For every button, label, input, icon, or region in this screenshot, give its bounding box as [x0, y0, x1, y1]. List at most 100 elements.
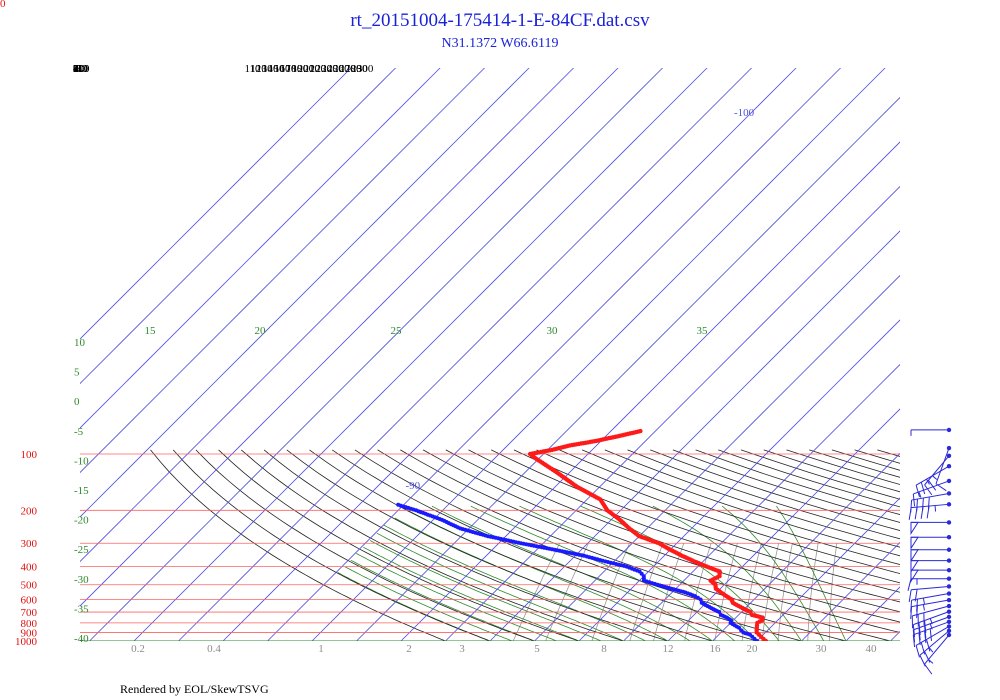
wind-barb-flag [912, 629, 916, 643]
dry-adiabat-top-label: 150 [268, 63, 285, 75]
isotherm-line [80, 68, 397, 385]
wind-barb-flag [924, 663, 933, 675]
isotherm-line [222, 68, 797, 641]
chart-subtitle: N31.1372 W66.6119 [441, 36, 559, 51]
pressure-label: 700 [21, 607, 38, 619]
isotherm-line [623, 363, 900, 641]
dry-adiabat-line [536, 449, 900, 575]
wind-barb-shaft [915, 626, 950, 646]
wind-barb-flag [920, 482, 926, 495]
mixing-ratio-line [512, 543, 561, 641]
wind-barb-flag [910, 600, 913, 613]
wind-barb-flag [924, 484, 933, 496]
moist-adiabat-left-label: 0 [74, 396, 80, 408]
wind-barb-flag [912, 493, 916, 507]
dry-adiabat-line [172, 449, 491, 641]
mixing-ratio-label: 3 [459, 643, 465, 655]
wind-barb-pennant [910, 521, 919, 536]
moist-adiabat-line [394, 517, 669, 641]
dry-adiabat-line [581, 449, 900, 557]
wind-barb-flag [908, 589, 912, 603]
dry-adiabat-line [241, 449, 624, 641]
pressure-label: 1000 [15, 636, 38, 648]
corner-label: 0 [0, 0, 6, 10]
wind-barb-flag [918, 632, 921, 646]
mixing-ratio-line [629, 543, 664, 641]
moist-adiabat-left-label: -30 [74, 574, 89, 586]
moist-adiabat-label: 20 [255, 325, 267, 337]
isotherm-line [178, 68, 753, 641]
mixing-ratio-label: 5 [534, 643, 540, 655]
wind-barbs [907, 427, 952, 675]
dry-adiabat-top-label: 230 [315, 63, 332, 75]
dry-adiabat-left-label: -30 [73, 63, 88, 75]
moist-adiabat-left-label: -10 [74, 455, 89, 467]
wind-barb-flag [915, 645, 920, 658]
wind-barb-flag [912, 634, 916, 648]
dry-adiabat-left-label: 100 [73, 63, 90, 75]
wind-barb-shaft [911, 599, 950, 608]
dry-adiabat-left-label: 70 [73, 63, 85, 75]
mixing-ratio-line [714, 543, 738, 641]
dry-adiabat-left-label: -20 [73, 63, 88, 75]
dry-adiabat-left-label: 110 [73, 63, 90, 75]
dry-adiabat-line [946, 450, 1000, 641]
mixing-ratio-label: 0.4 [207, 643, 221, 655]
moist-adiabat-label: 30 [547, 325, 559, 337]
moist-adiabat-label: 25 [391, 325, 403, 337]
wind-barb-flag [910, 500, 913, 513]
temperature-point [638, 428, 643, 434]
dewpoint-point [699, 600, 704, 605]
mixing-ratio-line [829, 543, 838, 641]
wind-barb-pennant [910, 569, 919, 583]
dry-adiabat-left-label: 80 [73, 63, 85, 75]
wind-barb-half-flag [922, 604, 925, 611]
pressure-label: 400 [21, 562, 38, 574]
wind-barb-shaft [935, 447, 950, 484]
wind-barb-station [946, 502, 952, 507]
dry-adiabat-line [354, 449, 847, 641]
moist-adiabat-line [470, 505, 736, 641]
dry-adiabat-top-label: 200 [298, 63, 315, 75]
wind-barb-half-flag [918, 491, 922, 498]
mixing-ratio-label: 40 [866, 643, 878, 655]
wind-barb-flag [927, 496, 930, 510]
dry-adiabat-top-label: 110 [244, 63, 261, 75]
dry-adiabat-top-label: 220 [309, 63, 326, 75]
dry-adiabat-line [195, 449, 535, 641]
pressure-label: 900 [21, 627, 38, 639]
moist-adiabat-line [580, 505, 780, 641]
wind-barb-flag [928, 479, 937, 491]
axis-labels: 1002003004005006007008009001000110120130… [15, 63, 877, 655]
dry-adiabat-top-label: 160 [274, 63, 291, 75]
dry-adiabat-left-label: 0 [73, 63, 79, 75]
wind-barb-flag [935, 483, 947, 492]
moist-adiabat-line [356, 553, 557, 641]
isotherm-line [311, 68, 886, 641]
wind-barb-flag [924, 620, 927, 633]
wind-barb-shaft [913, 611, 950, 626]
pressure-label: 300 [21, 538, 38, 550]
moist-adiabat-left-label: -25 [74, 544, 89, 556]
moist-adiabat-left-label: -5 [74, 426, 84, 438]
wind-barb-half-flag [929, 623, 933, 630]
pressure-label: 200 [21, 505, 38, 517]
isotherm-line [80, 68, 486, 474]
wind-barb-half-flag [934, 505, 937, 512]
sounding-profiles [396, 428, 769, 641]
wind-barb-flag [920, 642, 926, 655]
moist-adiabat-left-label: -20 [74, 515, 89, 527]
wind-barb-flag [918, 627, 921, 641]
wind-barb-half-flag [929, 618, 933, 625]
moist-adiabat-line [337, 572, 491, 641]
dry-adiabat-left-label: -10 [73, 63, 88, 75]
moist-adiabat-left-label: -35 [74, 603, 89, 615]
isotherm-line [756, 497, 900, 641]
dry-adiabat-top-label: 130 [256, 63, 273, 75]
mixing-ratio-label: 0.2 [131, 643, 145, 655]
wind-barb-flag [924, 625, 927, 639]
isotherm-label: -100 [734, 107, 755, 119]
isotherm-line [890, 630, 900, 641]
wind-barb-half-flag [926, 478, 930, 485]
mixing-ratio-line [684, 543, 712, 641]
